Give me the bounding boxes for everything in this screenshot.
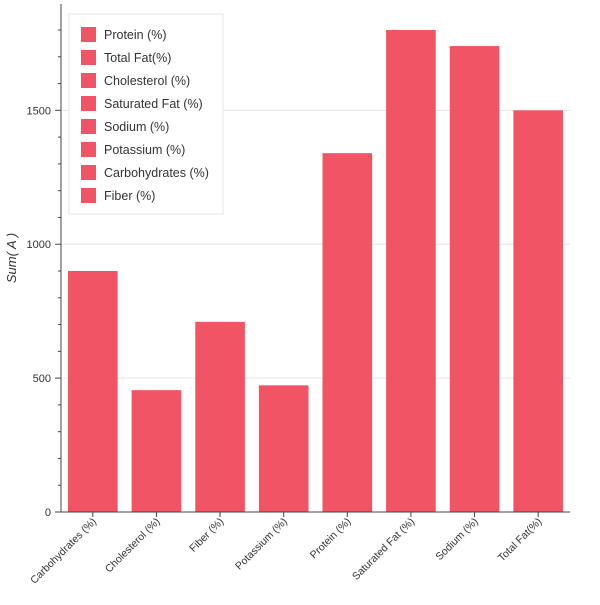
legend-entry: Total Fat(%) [104,51,171,65]
legend-swatch [81,50,96,65]
legend: Protein (%) Total Fat(%) Cholesterol (%) Sa… [68,13,224,215]
bar [513,110,564,512]
y-axis-label: Sum( A ) [4,233,19,283]
x-tick-label: Protein (%) [308,516,354,562]
bar [67,271,118,512]
legend-entry: Protein (%) [104,28,167,42]
y-tick-label: 0 [45,507,51,519]
y-tick-labels: 0 500 1000 1500 [27,105,51,519]
bar [258,385,309,512]
legend-swatch [81,165,96,180]
legend-entry: Sodium (%) [104,120,169,134]
x-tick-label: Fiber (%) [187,516,226,555]
x-tick-label: Sodium (%) [433,516,480,563]
legend-entry: Fiber (%) [104,189,155,203]
bar [131,390,182,512]
legend-entry: Cholesterol (%) [104,74,190,88]
legend-entry: Carbohydrates (%) [104,166,209,180]
bar [195,321,245,512]
legend-swatch [81,142,96,157]
x-tick-labels: Carbohydrates (%) Cholesterol (%) Fiber (%… [28,516,544,587]
legend-entry: Potassium (%) [104,143,185,157]
y-tick-label: 1500 [27,105,51,117]
x-tick-label: Cholesterol (%) [103,516,163,576]
legend-box [68,13,224,215]
legend-entry: Saturated Fat (%) [104,97,203,111]
x-tick-label: Potassium (%) [233,516,290,573]
axes [55,4,570,517]
y-tick-label: 1000 [27,239,51,251]
legend-swatch [81,119,96,134]
bar [449,46,500,513]
x-tick-label: Carbohydrates (%) [28,516,99,587]
legend-swatch [81,27,96,42]
y-tick-label: 500 [33,373,51,385]
bar [386,30,436,512]
bar [322,153,373,512]
legend-swatch [81,96,96,111]
legend-swatch [81,188,96,203]
bars [67,30,564,513]
x-tick-label: Saturated Fat (%) [350,516,417,583]
legend-swatch [81,73,96,88]
x-tick-label: Total Fat(%) [496,516,545,565]
